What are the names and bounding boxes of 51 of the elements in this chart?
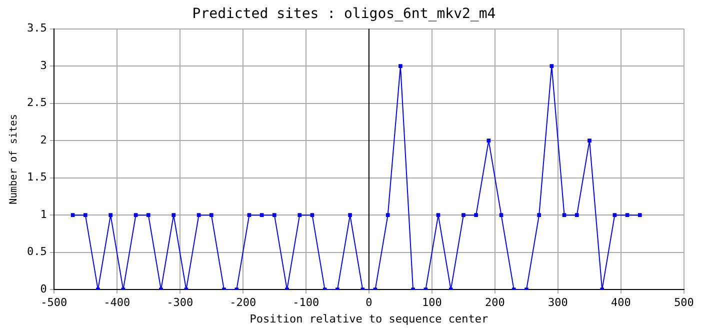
x-tick-label: -100 [292, 296, 320, 310]
point [108, 213, 112, 217]
x-axis-title: Position relative to sequence center [250, 312, 489, 326]
point [537, 213, 541, 217]
x-tick-label: 200 [485, 296, 505, 310]
x-tick-label: 300 [548, 296, 568, 310]
point [574, 213, 579, 217]
point [134, 213, 138, 217]
y-axis-title: Number of sites [8, 114, 20, 204]
point [486, 138, 491, 142]
point [398, 64, 402, 68]
point [146, 213, 150, 217]
point [436, 213, 440, 217]
point [348, 213, 352, 217]
y-tick-label: 3.5 [26, 22, 47, 35]
x-tick-label: 0 [366, 296, 372, 310]
point [499, 213, 504, 217]
point [562, 213, 566, 217]
point [612, 213, 617, 217]
x-tick-label: 500 [674, 296, 694, 310]
point [625, 213, 630, 217]
point [550, 64, 554, 68]
point [260, 213, 264, 217]
y-tick-label: 2.5 [26, 96, 47, 110]
point [588, 138, 592, 142]
point [272, 213, 276, 217]
y-tick-label: 1 [40, 208, 47, 221]
y-tick-label: 2 [40, 133, 47, 146]
y-tick-label: 0 [40, 282, 47, 296]
point [70, 213, 75, 217]
point [209, 213, 214, 217]
point [83, 213, 88, 217]
point [298, 213, 302, 217]
x-tick-label: 400 [611, 296, 631, 310]
x-tick-label: -500 [40, 296, 68, 310]
x-tick-label: -400 [104, 296, 130, 310]
point [247, 213, 252, 217]
chart-title: Predicted sites : oligos_6nt_mkv2_m4 [192, 6, 496, 22]
point [310, 213, 314, 217]
y-tick-label: 3 [40, 58, 47, 72]
point [196, 213, 201, 217]
point [386, 213, 390, 217]
point [638, 213, 642, 217]
point [172, 213, 176, 217]
x-tick-label: 100 [422, 296, 442, 310]
point [462, 213, 466, 217]
point [474, 213, 478, 217]
y-tick-label: 1.5 [26, 170, 47, 184]
y-tick-label: 0.5 [26, 245, 47, 258]
x-tick-label: -200 [230, 296, 256, 310]
x-tick-label: -300 [166, 296, 194, 310]
